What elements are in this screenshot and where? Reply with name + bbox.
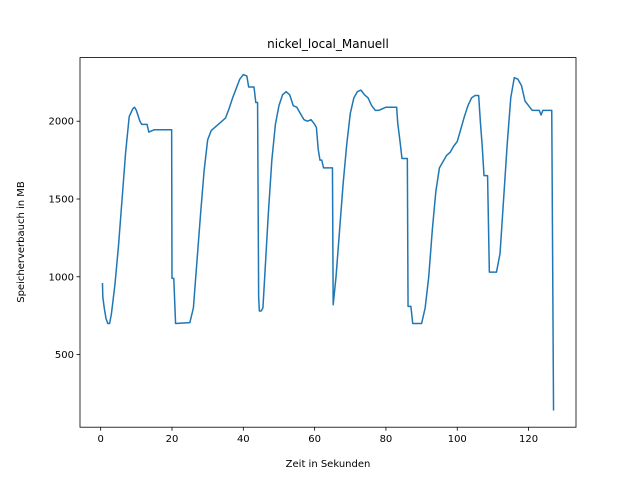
x-tick-label: 60: [308, 434, 321, 445]
y-axis-label: Speicherverbauch in MB: [16, 181, 27, 303]
y-tick-label: 1000: [49, 272, 74, 283]
y-tick-label: 1500: [49, 195, 74, 206]
x-tick-label: 100: [448, 434, 467, 445]
chart-title: nickel_local_Manuell: [267, 37, 389, 51]
x-tick-label: 20: [166, 434, 179, 445]
x-tick-label: 0: [97, 434, 103, 445]
x-tick-label: 120: [519, 434, 538, 445]
x-tick-label: 80: [380, 434, 393, 445]
line-series: [101, 73, 555, 411]
y-tick-label: 500: [55, 350, 74, 361]
x-tick-label: 40: [237, 434, 250, 445]
y-tick-label: 2000: [49, 117, 74, 128]
x-axis-label: Zeit in Sekunden: [286, 459, 371, 470]
plot-frame: [79, 57, 577, 428]
